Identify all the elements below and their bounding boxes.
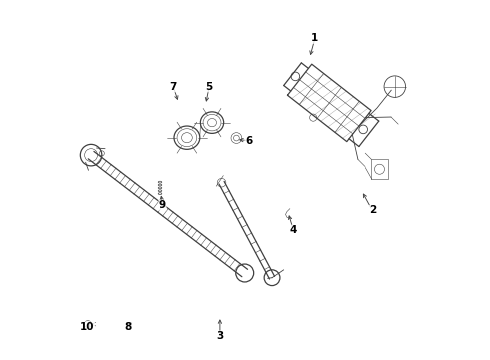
- Text: 3: 3: [216, 331, 223, 341]
- Text: 1: 1: [311, 33, 318, 43]
- Text: 8: 8: [125, 322, 132, 332]
- Text: 2: 2: [368, 206, 376, 216]
- Text: 7: 7: [170, 82, 177, 92]
- Text: 9: 9: [159, 200, 166, 210]
- Text: 5: 5: [205, 82, 213, 92]
- Text: 6: 6: [245, 136, 252, 145]
- Text: 4: 4: [290, 225, 297, 235]
- Text: 10: 10: [80, 322, 95, 332]
